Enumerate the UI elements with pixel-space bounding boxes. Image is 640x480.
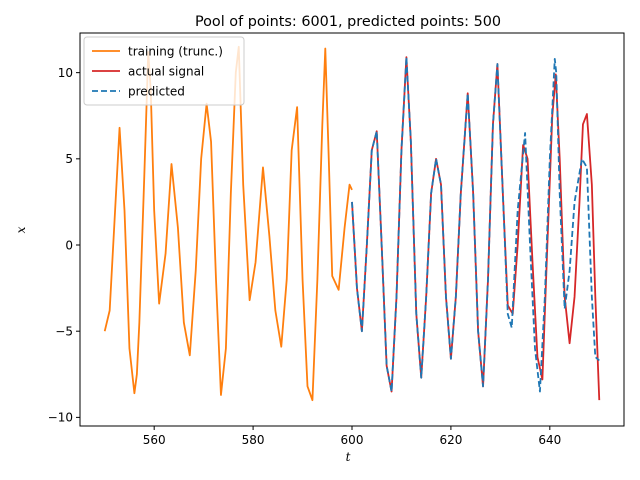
legend-label-0: training (trunc.): [128, 44, 223, 58]
x-tick-label: 640: [538, 433, 561, 447]
legend-label-2: predicted: [128, 84, 185, 98]
x-tick-label: 620: [439, 433, 462, 447]
legend-label-1: actual signal: [128, 64, 204, 78]
x-axis-label: t: [346, 450, 351, 464]
x-tick-label: 600: [341, 433, 364, 447]
x-axis: 560 580 600 620 640: [143, 426, 561, 447]
legend: training (trunc.) actual signal predicted: [83, 36, 245, 106]
chart-title: Pool of points: 6001, predicted points: …: [195, 14, 501, 30]
y-tick-label: 10: [58, 66, 73, 80]
y-tick-label: −10: [48, 411, 73, 425]
x-tick-label: 580: [242, 433, 265, 447]
y-axis-label: x: [14, 226, 28, 233]
y-tick-label: −5: [55, 324, 73, 338]
series-layer: [103, 45, 601, 402]
y-axis: −10 −5 0 5 10: [48, 66, 80, 425]
series-line-0: [103, 45, 353, 402]
legend-box: [83, 36, 245, 106]
y-tick-label: 0: [65, 238, 73, 252]
y-tick-label: 5: [65, 152, 73, 166]
series-line-2: [351, 56, 600, 393]
x-tick-label: 560: [143, 433, 166, 447]
